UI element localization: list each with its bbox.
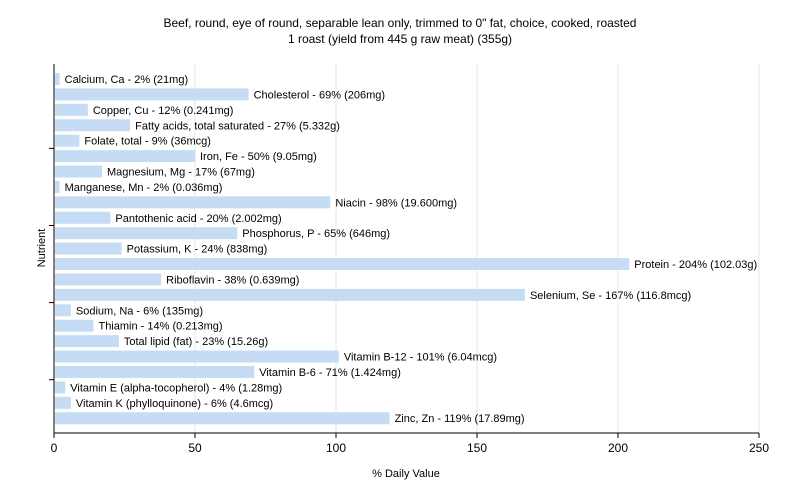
bar-label-7: Manganese, Mn - 2% (0.036mg) [65,182,223,194]
bar-9 [55,211,111,224]
bar-11 [55,242,122,255]
bar-19 [55,365,255,378]
bar-label-4: Folate, total - 9% (36mcg) [84,136,211,148]
bar-label-13: Riboflavin - 38% (0.639mg) [166,274,299,286]
bar-16 [55,319,94,332]
x-tick-label-3: 150 [467,441,487,455]
bar-2 [55,103,88,116]
x-tick-label-4: 200 [608,441,628,455]
bar-17 [55,335,119,348]
bar-3 [55,119,131,132]
bar-label-22: Zinc, Zn - 119% (17.89mg) [395,413,525,425]
bar-7 [55,180,60,193]
bar-label-17: Total lipid (fat) - 23% (15.26g) [124,336,268,348]
x-tick-label-2: 100 [326,441,346,455]
bar-5 [55,150,195,163]
bar-22 [55,412,390,425]
bar-4 [55,134,80,147]
bar-label-10: Phosphorus, P - 65% (646mg) [242,228,390,240]
bar-label-6: Magnesium, Mg - 17% (67mg) [107,167,255,179]
bar-label-16: Thiamin - 14% (0.213mg) [98,321,222,333]
bars: Calcium, Ca - 2% (21mg) Cholesterol - 69%… [55,73,757,425]
x-ticks: 0 50 100 150 200 250 [51,433,769,455]
bar-8 [55,196,331,209]
bar-label-19: Vitamin B-6 - 71% (1.424mg) [259,367,401,379]
bar-label-8: Niacin - 98% (19.600mg) [335,197,457,209]
bar-21 [55,396,71,409]
bar-13 [55,273,162,286]
bar-1 [55,88,249,101]
y-axis-label: Nutrient [36,229,48,268]
bar-label-14: Selenium, Se - 167% (116.8mcg) [530,290,691,302]
bar-label-15: Sodium, Na - 6% (135mg) [76,305,203,317]
axes [49,64,759,434]
bar-label-20: Vitamin E (alpha-tocopherol) - 4% (1.28m… [70,382,282,394]
x-tick-label-1: 50 [188,441,202,455]
x-axis-label: % Daily Value [372,468,440,480]
bar-label-18: Vitamin B-12 - 101% (6.04mcg) [344,352,497,364]
bar-15 [55,304,71,317]
bar-0 [55,73,60,85]
bar-label-11: Potassium, K - 24% (838mg) [127,244,268,256]
bar-20 [55,381,66,394]
x-tick-label-0: 0 [51,441,58,455]
bar-label-5: Iron, Fe - 50% (9.05mg) [200,151,317,163]
bar-label-21: Vitamin K (phylloquinone) - 6% (4.6mcg) [76,398,273,410]
bar-label-9: Pantothenic acid - 20% (2.002mg) [115,213,281,225]
bar-18 [55,350,339,363]
chart-subtitle: 1 roast (yield from 445 g raw meat) (355… [287,32,513,46]
bar-label-3: Fatty acids, total saturated - 27% (5.33… [135,120,340,132]
bar-12 [55,258,630,271]
bar-14 [55,288,525,301]
chart-title: Beef, round, eye of round, separable lea… [163,16,637,30]
bar-6 [55,165,102,178]
bar-label-2: Copper, Cu - 12% (0.241mg) [93,105,234,117]
bar-label-1: Cholesterol - 69% (206mg) [254,89,385,101]
bar-label-0: Calcium, Ca - 2% (21mg) [65,74,188,86]
x-tick-label-5: 250 [749,441,769,455]
bar-label-12: Protein - 204% (102.03g) [634,259,757,271]
bar-10 [55,227,238,240]
